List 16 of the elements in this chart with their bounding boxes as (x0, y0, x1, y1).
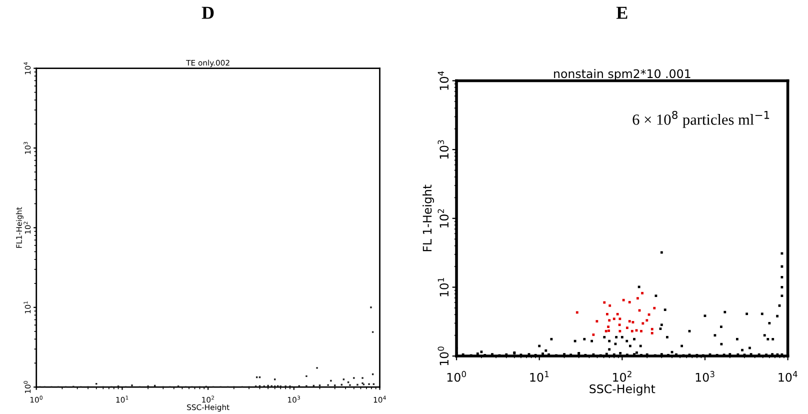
y-tick-label: 10$^{0}$ (438, 346, 449, 366)
chart-title: E (616, 6, 628, 19)
y-tick-label: 10$^{1}$ (438, 278, 449, 296)
annotation: 6 × 10$^{8}$ particles ml$^{−1}$ (632, 110, 770, 128)
x-tick-label: 10$^{0}$ (447, 370, 466, 382)
y-tick-label: 10$^{2}$ (438, 209, 449, 228)
y-axis-title: FL 1-Height (422, 184, 434, 252)
y-tick-label: 10$^{3}$ (438, 140, 449, 159)
chart-subtitle: nonstain spm2*10 .001 (554, 68, 690, 80)
x-axis-title: SSC-Height (590, 384, 656, 396)
x-tick-label: 10$^{3}$ (696, 370, 714, 382)
chart-title: D (202, 6, 214, 19)
y-tick-label: 10$^{4}$ (438, 71, 449, 90)
x-tick-label: 10$^{1}$ (530, 371, 549, 382)
x-tick-label: 10$^{4}$ (778, 371, 798, 382)
x-tick-label: 10$^{2}$ (613, 370, 632, 382)
